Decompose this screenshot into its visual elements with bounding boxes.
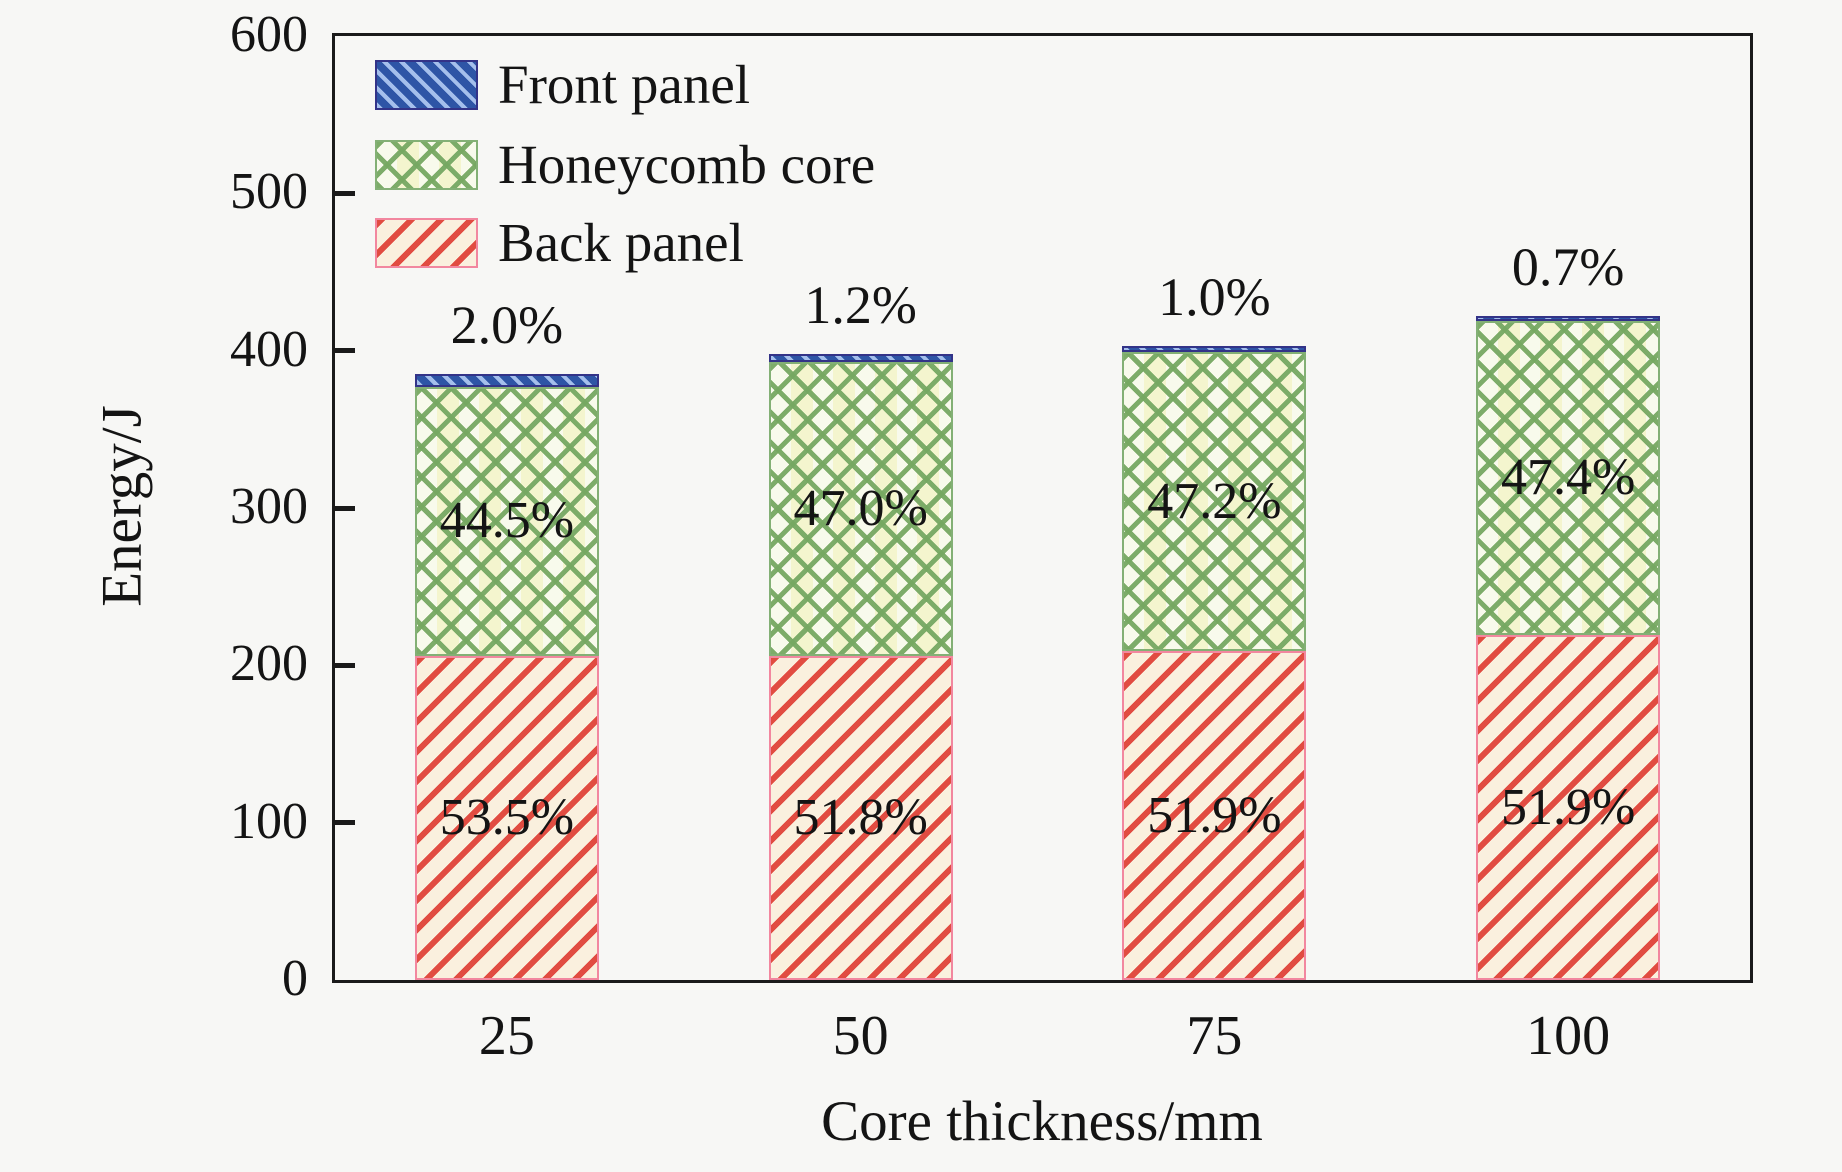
bar-segment-honeycomb-core: [768, 361, 953, 656]
y-tick-mark: [335, 190, 355, 196]
bar-segment-back-panel: [1122, 651, 1307, 980]
y-tick-mark: [335, 348, 355, 354]
bar-top-percent-label: 2.0%: [450, 295, 564, 356]
segment-percent-label: 47.4%: [1501, 449, 1636, 507]
bar-segment-back-panel: [768, 655, 953, 980]
bar-segment-honeycomb-core: [1122, 352, 1307, 652]
bar-segment-front-panel: [414, 374, 599, 387]
legend-item-honeycomb-core: Honeycomb core: [375, 137, 875, 192]
y-tick-label: 300: [230, 477, 308, 535]
x-tick-label: 75: [1186, 1005, 1243, 1067]
front-panel-swatch-icon: [375, 59, 478, 110]
segment-percent-label: 51.9%: [1147, 786, 1282, 844]
segment-percent-label: 47.0%: [793, 479, 928, 537]
y-tick-label: 400: [230, 320, 308, 378]
segment-percent-label: 51.9%: [1501, 778, 1636, 836]
legend-label: Honeycomb core: [498, 134, 876, 195]
bar-top-percent-label: 1.2%: [804, 274, 917, 335]
x-tick-label: 100: [1526, 1005, 1611, 1067]
segment-percent-label: 44.5%: [439, 492, 575, 550]
bar-segment-back-panel: [414, 655, 599, 980]
x-tick-label: 25: [478, 1005, 535, 1067]
bar-segment-back-panel: [1476, 635, 1661, 980]
bar-segment-honeycomb-core: [1476, 320, 1661, 636]
plot-area: [332, 33, 1753, 983]
x-axis-title: Core thickness/mm: [821, 1090, 1263, 1153]
segment-percent-label: 51.8%: [793, 788, 928, 846]
legend-item-front-panel: Front panel: [375, 57, 750, 112]
honeycomb-core-swatch-icon: [375, 139, 478, 190]
back-panel-swatch-icon: [375, 217, 478, 268]
bar-segment-front-panel: [1476, 316, 1661, 321]
y-tick-label: 100: [230, 792, 308, 850]
bar-segment-front-panel: [768, 353, 953, 362]
bar-segment-honeycomb-core: [414, 386, 599, 656]
x-tick-label: 50: [832, 1005, 889, 1067]
legend-label: Front panel: [498, 54, 751, 115]
segment-percent-label: 47.2%: [1147, 472, 1282, 530]
y-tick-mark: [335, 820, 355, 826]
y-tick-label: 500: [230, 163, 308, 221]
y-tick-label: 600: [230, 5, 308, 63]
bar-top-percent-label: 0.7%: [1511, 237, 1625, 298]
legend-item-back-panel: Back panel: [375, 215, 744, 270]
bar-segment-front-panel: [1122, 345, 1307, 353]
y-tick-mark: [335, 662, 355, 668]
bar-top-percent-label: 1.0%: [1158, 266, 1271, 327]
y-tick-label: 0: [282, 949, 308, 1007]
segment-percent-label: 53.5%: [439, 788, 575, 846]
legend-label: Back panel: [498, 212, 744, 273]
y-tick-mark: [335, 505, 355, 511]
y-tick-label: 200: [230, 635, 308, 693]
